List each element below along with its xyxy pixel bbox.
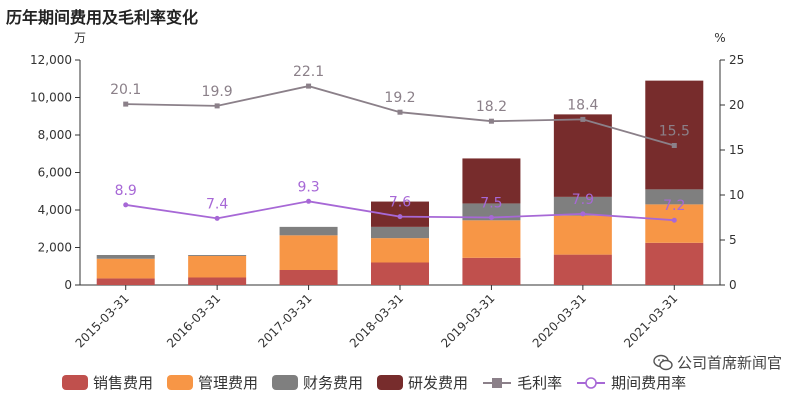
right-tick-label: 0 — [729, 278, 737, 292]
legend-label: 销售费用 — [93, 374, 154, 392]
legend-item[interactable]: 财务费用 — [272, 372, 363, 393]
bar-segment — [645, 204, 704, 243]
right-tick-label: 5 — [729, 233, 737, 247]
bar-segment — [645, 80, 704, 190]
left-tick-label: 0 — [64, 278, 72, 292]
left-tick-label: 4,000 — [38, 203, 72, 217]
x-tick-label: 2018-03-31 — [347, 291, 406, 350]
left-tick-label: 2,000 — [38, 241, 72, 255]
bar-segment — [462, 158, 521, 204]
legend-label: 财务费用 — [303, 374, 364, 392]
bar-segment — [188, 255, 247, 256]
bar-segment — [279, 235, 338, 270]
legend-label: 研发费用 — [408, 374, 469, 392]
data-label: 15.5 — [659, 124, 690, 140]
watermark: 公司首席新闻官 — [653, 352, 782, 373]
right-tick-label: 25 — [729, 53, 744, 67]
line-point — [671, 217, 677, 223]
x-tick-label: 2017-03-31 — [255, 291, 314, 350]
line-point — [488, 118, 494, 124]
legend-line-marker — [483, 377, 512, 388]
bar-segment — [462, 220, 521, 258]
right-tick-label: 20 — [729, 98, 744, 112]
line-series: 20.1 19.9 22.1 19.2 18.2 18.4 15.5 8.9 7.4 9.3 7.6… — [110, 64, 690, 223]
data-label: 18.4 — [567, 97, 598, 113]
bar-segment — [96, 278, 155, 285]
line-point — [123, 101, 129, 107]
x-tick-label: 2015-03-31 — [73, 291, 132, 350]
line-point — [306, 198, 312, 204]
legend-item[interactable]: 毛利率 — [482, 372, 562, 393]
chart-title: 历年期间费用及毛利率变化 — [6, 8, 199, 27]
legend-label: 管理费用 — [198, 374, 259, 392]
bar-segment — [553, 196, 612, 216]
left-axis-unit: 万 — [74, 31, 86, 45]
legend-item[interactable]: 期间费用率 — [576, 372, 686, 393]
data-label: 8.9 — [115, 183, 137, 199]
legend-label: 毛利率 — [517, 374, 563, 392]
left-tick-label: 10,000 — [30, 91, 72, 105]
legend: 销售费用 管理费用 财务费用 研发费用 毛利率 期间费用率 — [62, 372, 686, 393]
legend-item[interactable]: 管理费用 — [167, 372, 258, 393]
legend-swatch — [62, 375, 88, 390]
data-label: 20.1 — [110, 82, 141, 98]
legend-item[interactable]: 研发费用 — [377, 372, 468, 393]
line-point — [488, 215, 494, 220]
data-label: 22.1 — [293, 64, 324, 80]
bar-segment — [96, 258, 155, 279]
legend-item[interactable]: 销售费用 — [62, 372, 153, 393]
bar-segment — [371, 226, 429, 239]
bar-segment — [645, 189, 704, 205]
bar-segment — [371, 262, 429, 285]
bar-segment — [371, 238, 429, 263]
data-label: 7.6 — [389, 195, 411, 211]
left-tick-label: 8,000 — [38, 128, 72, 142]
x-tick-label: 2016-03-31 — [164, 291, 223, 350]
right-tick-label: 15 — [729, 143, 744, 157]
line-point — [306, 83, 312, 89]
bar-segment — [279, 226, 338, 236]
data-label: 7.9 — [572, 192, 594, 208]
x-tick-label: 2019-03-31 — [438, 291, 497, 350]
line-point — [214, 215, 220, 221]
bar-series — [96, 80, 704, 285]
line-point — [214, 103, 220, 109]
right-axis-unit: % — [714, 31, 725, 45]
data-label: 7.4 — [206, 196, 228, 212]
legend-swatch — [272, 375, 299, 390]
right-tick-label: 10 — [729, 188, 744, 202]
line-point — [123, 202, 129, 208]
bar-segment — [553, 215, 612, 255]
line-point — [671, 143, 677, 148]
line-point — [397, 109, 403, 115]
bar-segment — [188, 277, 247, 285]
bar-segment — [553, 254, 612, 285]
bar-segment — [553, 114, 612, 197]
bar-segment — [645, 242, 704, 285]
left-tick-label: 12,000 — [30, 53, 72, 67]
bar-segment — [188, 255, 247, 278]
data-label: 7.2 — [663, 198, 685, 214]
wechat-icon — [653, 354, 673, 370]
line-point — [580, 211, 586, 217]
x-tick-label: 2020-03-31 — [530, 291, 589, 350]
legend-label: 期间费用率 — [611, 374, 687, 392]
watermark-text: 公司首席新闻官 — [676, 354, 782, 372]
line-point — [580, 116, 586, 122]
data-label: 18.2 — [476, 99, 507, 115]
bar-segment — [462, 257, 521, 285]
data-label: 19.9 — [202, 84, 233, 100]
data-label: 7.5 — [480, 196, 502, 212]
legend-swatch — [377, 375, 404, 390]
legend-line-marker — [577, 376, 606, 389]
data-label: 9.3 — [297, 179, 319, 195]
left-tick-label: 6,000 — [38, 166, 72, 180]
data-label: 19.2 — [384, 90, 415, 106]
bar-segment — [96, 255, 155, 259]
x-tick-label: 2021-03-31 — [621, 291, 680, 350]
legend-swatch — [167, 375, 194, 390]
line-point — [397, 214, 403, 220]
bar-segment — [279, 270, 338, 285]
